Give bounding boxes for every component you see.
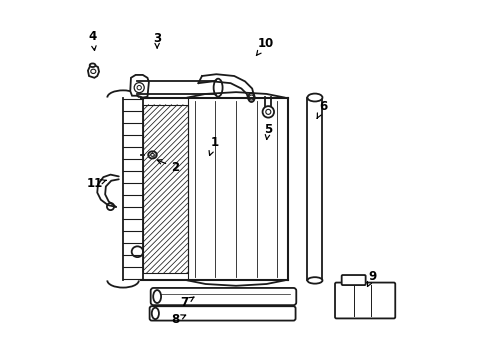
Polygon shape — [130, 75, 149, 98]
Ellipse shape — [151, 153, 154, 156]
Polygon shape — [307, 98, 322, 280]
Text: 1: 1 — [209, 136, 219, 156]
Ellipse shape — [214, 79, 222, 96]
Circle shape — [107, 203, 114, 210]
Ellipse shape — [90, 63, 96, 67]
Text: 6: 6 — [317, 100, 327, 118]
Text: 9: 9 — [368, 270, 376, 287]
Circle shape — [249, 95, 254, 100]
Ellipse shape — [307, 277, 322, 284]
Ellipse shape — [91, 69, 96, 73]
Text: 7: 7 — [181, 296, 194, 309]
Polygon shape — [88, 65, 99, 78]
Ellipse shape — [148, 151, 157, 158]
Text: 5: 5 — [264, 123, 272, 139]
Circle shape — [136, 85, 142, 90]
Text: 11: 11 — [87, 177, 106, 190]
Text: 10: 10 — [256, 37, 274, 55]
Circle shape — [134, 83, 144, 93]
FancyBboxPatch shape — [335, 283, 395, 319]
Circle shape — [137, 86, 141, 90]
FancyBboxPatch shape — [151, 288, 296, 305]
Ellipse shape — [132, 246, 143, 257]
Text: 4: 4 — [89, 30, 97, 50]
Ellipse shape — [248, 93, 255, 102]
Text: 8: 8 — [171, 313, 186, 327]
Ellipse shape — [307, 94, 322, 102]
Ellipse shape — [152, 308, 159, 319]
Text: 3: 3 — [153, 32, 161, 48]
Ellipse shape — [153, 290, 161, 303]
FancyBboxPatch shape — [342, 275, 366, 285]
Text: 2: 2 — [157, 160, 179, 174]
FancyBboxPatch shape — [149, 306, 295, 320]
Circle shape — [263, 106, 274, 118]
Circle shape — [266, 109, 271, 114]
Ellipse shape — [135, 79, 144, 96]
